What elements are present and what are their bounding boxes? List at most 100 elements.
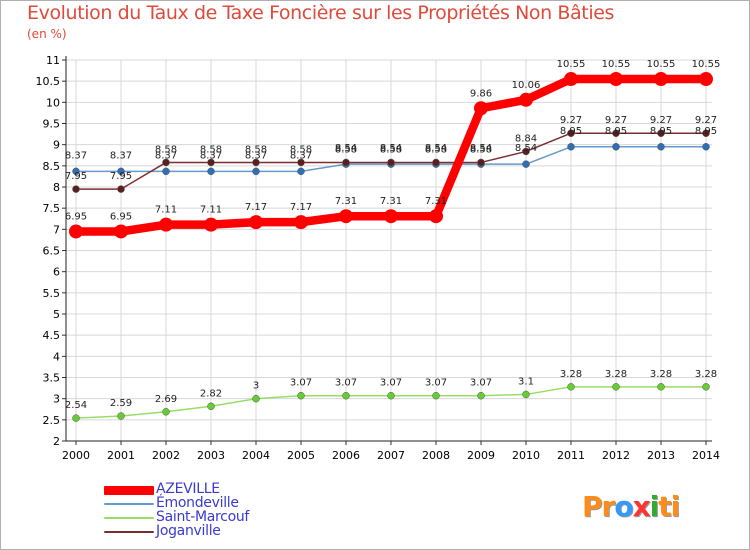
data-point-azeville xyxy=(204,217,218,232)
data-label-saint-marcouf: 3.07 xyxy=(335,378,357,389)
data-label--mondeville: 8.54 xyxy=(515,143,537,154)
y-tick-label: 10 xyxy=(46,96,60,109)
data-point-joganville xyxy=(477,158,485,167)
legend-item-emondeville: Émondeville xyxy=(104,495,324,511)
y-tick-label: 8 xyxy=(53,181,60,194)
data-point-joganville xyxy=(522,147,530,156)
data-point-saint-marcouf xyxy=(162,408,170,416)
data-point-azeville xyxy=(249,215,263,230)
data-label-saint-marcouf: 3.28 xyxy=(605,369,627,380)
data-point--mondeville xyxy=(702,143,710,151)
data-point-azeville xyxy=(654,72,668,87)
data-point--mondeville xyxy=(207,167,215,176)
data-point-saint-marcouf xyxy=(522,390,530,399)
y-tick-label: 9 xyxy=(53,139,60,152)
data-label-joganville: 8.58 xyxy=(425,144,447,155)
legend-item-azeville: AZEVILLE xyxy=(104,481,324,497)
legend-swatch-emondeville xyxy=(104,503,154,505)
data-point--mondeville xyxy=(72,167,80,176)
logo-letter: i xyxy=(670,490,681,523)
legend-swatch-joganville xyxy=(104,531,154,533)
data-label-azeville: 10.55 xyxy=(602,59,631,70)
data-label-joganville: 9.27 xyxy=(695,115,717,126)
data-label-azeville: 10.55 xyxy=(692,59,721,70)
legend-label-azeville: AZEVILLE xyxy=(156,481,220,497)
legend-swatch-azeville xyxy=(104,486,154,495)
data-label-azeville: 9.86 xyxy=(470,88,492,99)
data-label--mondeville: 8.54 xyxy=(425,143,447,154)
y-tick-label: 6.5 xyxy=(43,245,61,258)
data-point-saint-marcouf xyxy=(72,414,80,422)
data-label-joganville: 8.58 xyxy=(335,144,357,155)
data-point-saint-marcouf xyxy=(612,383,620,391)
data-point--mondeville xyxy=(657,143,665,151)
data-label--mondeville: 8.95 xyxy=(605,126,627,137)
data-point-azeville xyxy=(609,72,623,87)
x-tick-label: 2011 xyxy=(557,449,585,462)
logo-letter: o xyxy=(614,490,633,523)
data-point-joganville xyxy=(342,158,350,167)
x-tick-label: 2002 xyxy=(152,449,180,462)
data-label--mondeville: 8.95 xyxy=(650,126,672,137)
data-point--mondeville xyxy=(612,143,620,151)
data-point-azeville xyxy=(474,101,488,116)
data-point-saint-marcouf xyxy=(567,383,575,391)
data-label-joganville: 8.58 xyxy=(200,144,222,155)
data-label--mondeville: 8.37 xyxy=(290,150,312,161)
data-label-azeville: 10.55 xyxy=(557,59,586,70)
data-label-saint-marcouf: 2.59 xyxy=(110,398,132,409)
data-label-azeville: 6.95 xyxy=(65,211,87,222)
data-point-saint-marcouf xyxy=(117,412,125,420)
data-label--mondeville: 8.54 xyxy=(470,143,492,154)
data-point--mondeville xyxy=(522,160,530,168)
data-label--mondeville: 8.37 xyxy=(245,150,267,161)
data-point-joganville xyxy=(252,158,260,167)
data-label-azeville: 10.55 xyxy=(647,59,676,70)
data-point-azeville xyxy=(699,72,713,87)
y-tick-label: 6 xyxy=(53,266,60,279)
y-tick-label: 4.5 xyxy=(43,329,61,342)
data-label--mondeville: 8.37 xyxy=(200,150,222,161)
y-tick-label: 4 xyxy=(53,350,60,363)
x-tick-label: 2006 xyxy=(332,449,360,462)
data-label-saint-marcouf: 2.69 xyxy=(155,394,177,405)
data-point--mondeville xyxy=(297,167,305,176)
logo-letter: i xyxy=(649,490,660,523)
data-label--mondeville: 8.54 xyxy=(380,143,402,154)
data-point-azeville xyxy=(519,92,533,107)
data-point-joganville xyxy=(702,129,710,137)
data-label-joganville: 8.58 xyxy=(290,144,312,155)
data-point-azeville xyxy=(294,215,308,230)
data-point--mondeville xyxy=(567,143,575,151)
x-tick-label: 2012 xyxy=(602,449,630,462)
data-label-joganville: 9.27 xyxy=(650,115,672,126)
y-tick-label: 8.5 xyxy=(43,160,61,173)
x-tick-label: 2013 xyxy=(647,449,675,462)
y-tick-label: 7.5 xyxy=(43,202,61,215)
data-point-saint-marcouf xyxy=(252,394,260,403)
proxiti-logo: Proxiti xyxy=(582,490,681,523)
data-point-saint-marcouf xyxy=(207,402,215,411)
data-label-azeville: 7.31 xyxy=(380,196,402,207)
data-label-joganville: 8.58 xyxy=(470,144,492,155)
chart-title: Evolution du Taux de Taxe Foncière sur l… xyxy=(27,2,615,24)
data-point-joganville xyxy=(162,158,170,167)
data-label-saint-marcouf: 3.28 xyxy=(650,369,672,380)
data-label-saint-marcouf: 3.07 xyxy=(425,378,447,389)
data-point-saint-marcouf xyxy=(702,383,710,391)
legend-item-saint-marcouf: Saint-Marcouf xyxy=(104,509,324,525)
data-label--mondeville: 8.37 xyxy=(155,150,177,161)
data-label-saint-marcouf: 3 xyxy=(253,381,259,392)
data-point-azeville xyxy=(159,217,173,232)
legend-label-joganville: Joganville xyxy=(156,523,221,539)
data-point-joganville xyxy=(567,129,575,137)
data-point-saint-marcouf xyxy=(477,391,485,400)
data-label-saint-marcouf: 3.1 xyxy=(518,376,534,387)
data-point-saint-marcouf xyxy=(297,391,305,400)
data-label-joganville: 7.95 xyxy=(65,171,87,182)
data-label-saint-marcouf: 2.54 xyxy=(65,400,87,411)
chart-legend: AZEVILLE Émondeville Saint-Marcouf Jogan… xyxy=(104,481,324,539)
data-label--mondeville: 8.54 xyxy=(335,143,357,154)
